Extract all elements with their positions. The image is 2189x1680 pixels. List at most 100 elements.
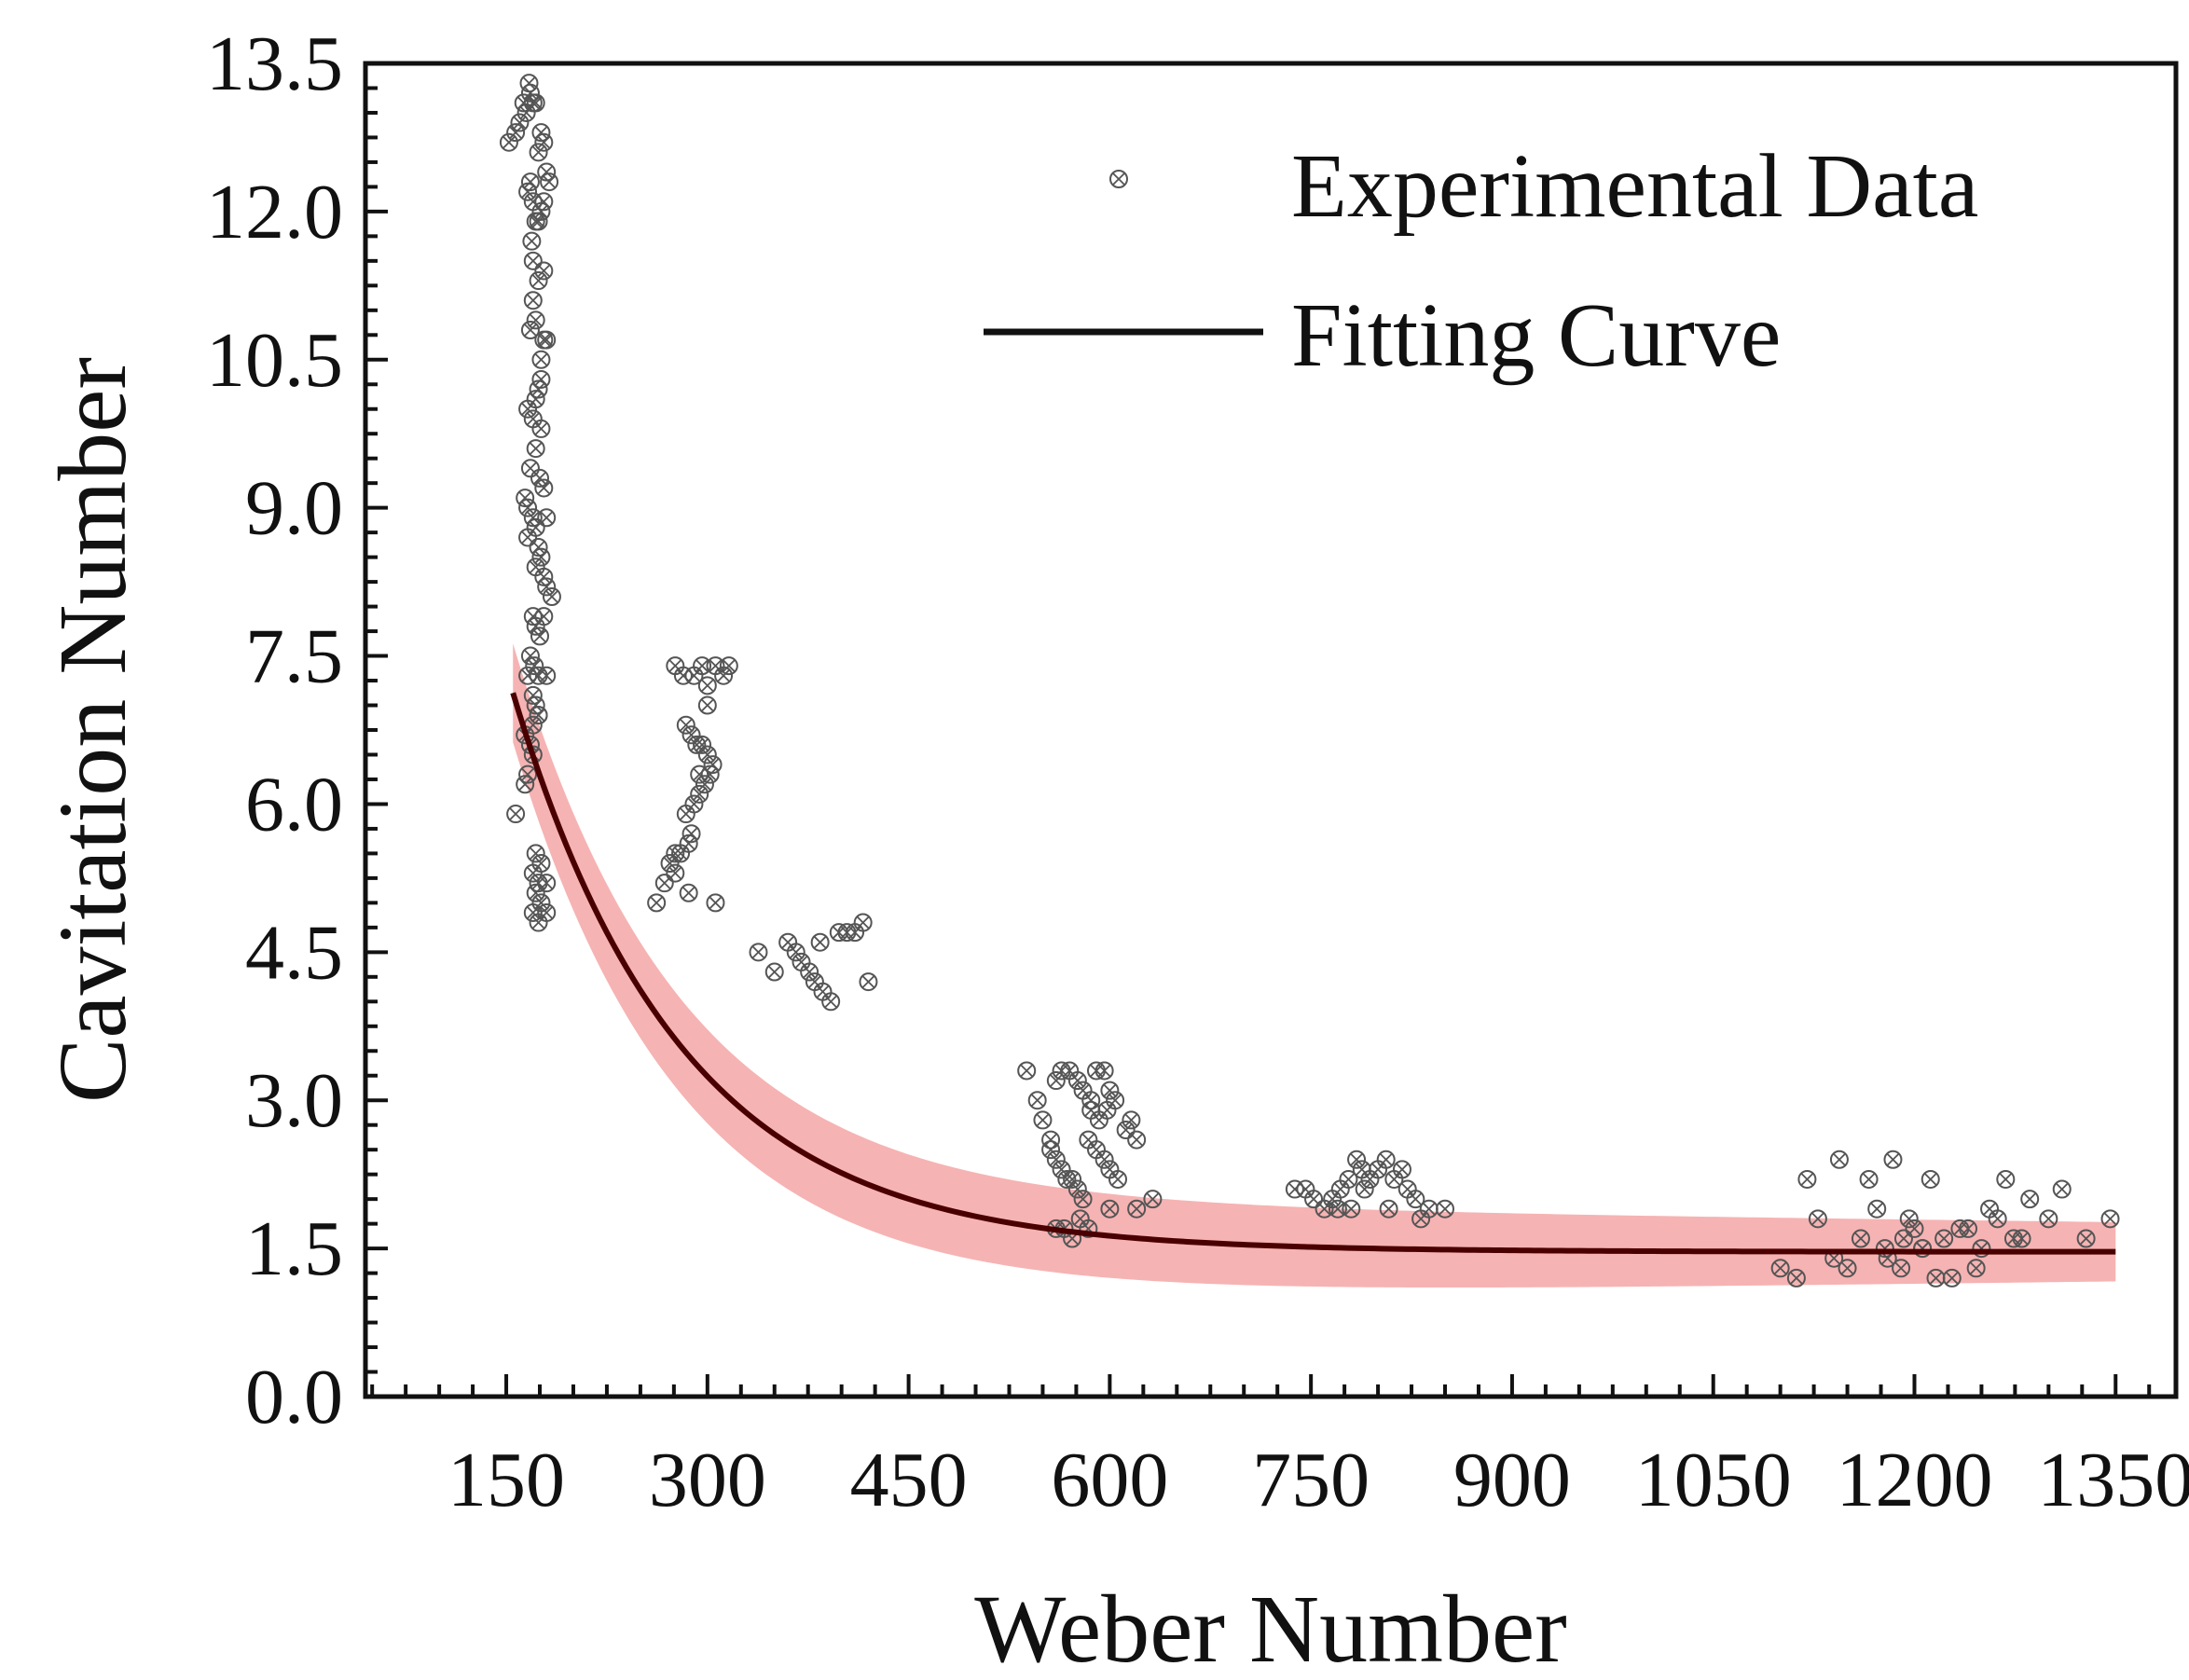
data-point-circle <box>1436 1199 1455 1219</box>
data-point-circle <box>673 666 693 685</box>
data-point-cross <box>2042 1212 2056 1226</box>
data-point <box>526 439 545 459</box>
data-point-cross <box>1387 1173 1401 1186</box>
data-point-cross <box>1103 1163 1117 1177</box>
data-point-cross <box>521 185 534 199</box>
data-point-cross <box>1333 1182 1347 1196</box>
data-point-cross <box>518 778 532 792</box>
data-point <box>778 932 798 952</box>
data-point-circle <box>690 764 709 784</box>
data-point-circle <box>1052 1160 1071 1179</box>
y-tick-label: 9.0 <box>245 465 343 552</box>
data-point-circle <box>529 538 548 558</box>
data-point-circle <box>2076 1229 2096 1248</box>
data-point-cross <box>1357 1182 1371 1196</box>
data-point-cross <box>1810 1212 1824 1226</box>
data-point-cross <box>848 926 861 940</box>
data-point-circle <box>523 863 543 883</box>
data-point-circle <box>647 893 667 913</box>
data-point <box>506 123 526 143</box>
data-point-cross <box>687 797 701 811</box>
data-point-cross <box>1937 1232 1951 1246</box>
data-point-circle <box>1893 1229 1913 1248</box>
data-point-cross <box>526 412 540 426</box>
data-point <box>531 547 551 567</box>
data-point-circle <box>697 676 717 695</box>
data-point-cross <box>1840 1261 1854 1275</box>
data-point-cross <box>794 955 808 969</box>
data-point <box>531 854 551 873</box>
data-point-cross <box>531 382 545 396</box>
data-point-cross <box>1100 1103 1114 1117</box>
data-point-circle <box>1376 1150 1396 1169</box>
data-point <box>1100 1199 1120 1219</box>
data-point <box>693 656 712 676</box>
data-point-cross <box>531 709 545 723</box>
data-point-circle <box>1899 1209 1919 1229</box>
data-point-cross <box>700 698 714 712</box>
data-point <box>526 844 545 863</box>
data-point <box>1892 1259 1911 1278</box>
data-point <box>1829 1150 1849 1169</box>
data-point <box>800 962 819 982</box>
data-point-circle <box>1041 1130 1061 1150</box>
data-point-circle <box>687 735 707 754</box>
data-point-cross <box>526 294 540 308</box>
data-point-circle <box>529 143 548 162</box>
data-point-cross <box>650 896 664 910</box>
data-point-circle <box>697 695 717 715</box>
data-point-circle <box>1770 1259 1790 1278</box>
data-point-cross <box>537 481 551 495</box>
data-point <box>2052 1179 2072 1199</box>
data-point-cross <box>1414 1212 1428 1226</box>
data-point-circle <box>537 508 557 528</box>
data-point-cross <box>1422 1202 1436 1216</box>
data-point-cross <box>824 995 838 1009</box>
data-point <box>1127 1199 1147 1219</box>
data-point-circle <box>1094 1150 1114 1169</box>
data-point-circle <box>522 231 542 251</box>
data-point <box>534 192 554 212</box>
data-point-circle <box>749 943 768 962</box>
data-point-circle <box>679 883 698 902</box>
data-point-circle <box>1883 1150 1903 1169</box>
data-point-circle <box>810 932 830 952</box>
data-point-circle <box>531 547 551 567</box>
data-point-cross <box>526 254 540 268</box>
data-point-circle <box>518 528 538 547</box>
x-tick-label: 1050 <box>1635 1437 1792 1523</box>
data-point <box>531 369 551 389</box>
data-point-circle <box>1355 1179 1374 1199</box>
data-point-cross <box>537 264 551 278</box>
y-tick-label: 4.5 <box>245 909 343 996</box>
data-point-cross <box>690 737 704 751</box>
data-point-cross <box>534 550 548 564</box>
data-point-circle <box>1046 1150 1066 1169</box>
data-point-cross <box>1897 1232 1910 1246</box>
data-point-cross <box>1020 1064 1034 1078</box>
data-point-cross <box>2055 1182 2069 1196</box>
data-point <box>1996 1169 2016 1189</box>
x-tick-label: 1350 <box>2037 1437 2189 1523</box>
data-point-cross <box>1962 1221 1975 1235</box>
legend-marker-experimental <box>1109 170 1128 188</box>
data-point <box>1027 1091 1047 1110</box>
data-point <box>1067 1179 1087 1199</box>
data-point <box>530 468 550 488</box>
data-point-cross <box>502 135 516 149</box>
data-point-cross <box>856 916 870 930</box>
data-point-circle <box>697 745 717 764</box>
data-point <box>1436 1199 1455 1219</box>
data-point-circle <box>1934 1229 1954 1248</box>
data-point <box>520 321 540 339</box>
data-point-cross <box>1044 1143 1058 1157</box>
data-point-cross <box>767 965 781 979</box>
data-point-cross <box>1073 1212 1087 1226</box>
data-point-cross <box>693 787 707 801</box>
data-point-circle <box>506 805 526 824</box>
data-point-circle <box>529 271 548 291</box>
data-point <box>1143 1190 1163 1209</box>
data-point-cross <box>1119 1123 1133 1136</box>
data-point-circle <box>520 172 540 192</box>
data-point-cross <box>540 668 554 682</box>
